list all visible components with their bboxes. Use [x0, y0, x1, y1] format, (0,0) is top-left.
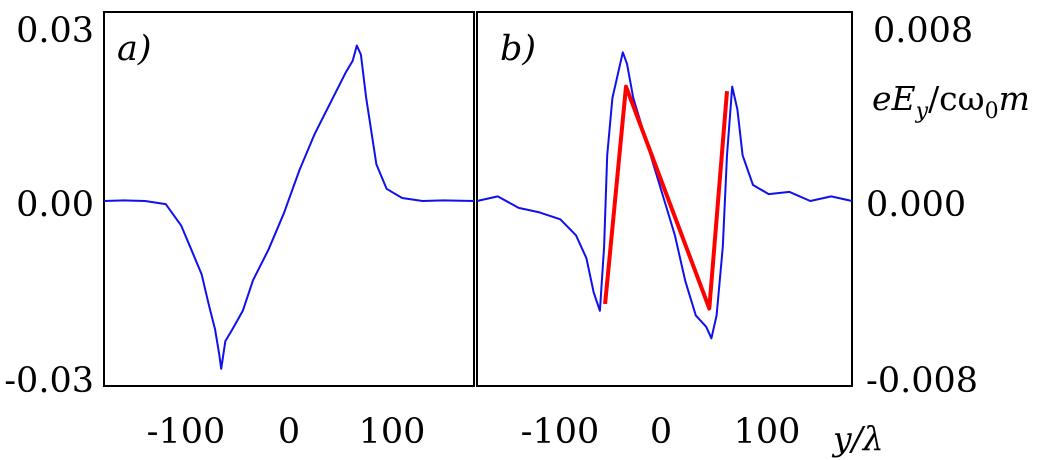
x-axis-title: y/λ [831, 419, 884, 458]
panel-b-plot [476, 51, 853, 340]
x-tick-a-neg100: -100 [147, 412, 226, 452]
series-line-b-0 [476, 51, 853, 340]
y-tick-right-top: 0.008 [873, 11, 973, 51]
panel-b-label: b) [500, 29, 536, 69]
panel-b: b) 0.008 0.000 -0.008 -100 0 100 [476, 11, 978, 452]
panel-a-frame [103, 11, 475, 387]
y-tick-left-bottom: -0.03 [4, 361, 94, 401]
x-tick-b-0: 0 [650, 412, 672, 452]
x-tick-a-100: 100 [359, 412, 426, 452]
x-tick-a-0: 0 [278, 412, 300, 452]
y-tick-right-mid: 0.000 [866, 185, 966, 225]
y-axis-title-right: eEy/cω0m [872, 79, 1030, 124]
y-tick-left-top: 0.03 [16, 11, 94, 51]
y-tick-left-mid: 0.00 [16, 185, 94, 225]
panel-a-label: a) [117, 29, 152, 69]
panel-a-plot [103, 44, 475, 370]
x-tick-b-100: 100 [734, 412, 801, 452]
panel-b-frame [476, 11, 853, 387]
y-tick-right-bottom: -0.008 [866, 361, 978, 401]
x-tick-b-neg100: -100 [521, 412, 600, 452]
series-line-b-1 [603, 84, 729, 311]
series-line-a-0 [103, 44, 475, 370]
panel-a: a) 0.03 0.00 -0.03 -100 0 100 [4, 11, 475, 452]
